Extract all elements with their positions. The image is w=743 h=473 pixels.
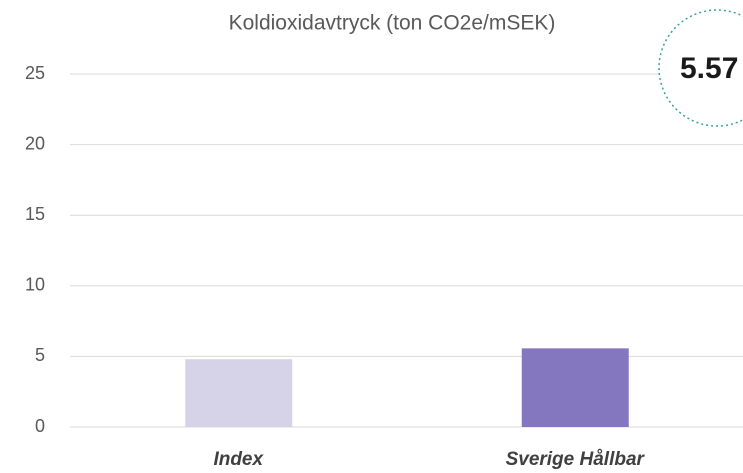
bar bbox=[521, 348, 629, 427]
value-label: 5.57 bbox=[680, 52, 738, 85]
y-tick-label: 15 bbox=[25, 204, 45, 224]
chart-title: Koldioxidavtryck (ton CO2e/mSEK) bbox=[229, 12, 556, 35]
bar bbox=[185, 359, 293, 427]
y-tick-label: 0 bbox=[35, 416, 45, 436]
y-tick-label: 10 bbox=[25, 275, 45, 295]
y-tick-label: 5 bbox=[35, 345, 45, 365]
y-tick-label: 25 bbox=[25, 63, 45, 83]
y-tick-label: 20 bbox=[25, 133, 45, 153]
x-tick-label: Index bbox=[213, 449, 264, 470]
callout-circle bbox=[658, 9, 743, 127]
x-tick-label: Sverige Hållbar bbox=[506, 449, 646, 470]
